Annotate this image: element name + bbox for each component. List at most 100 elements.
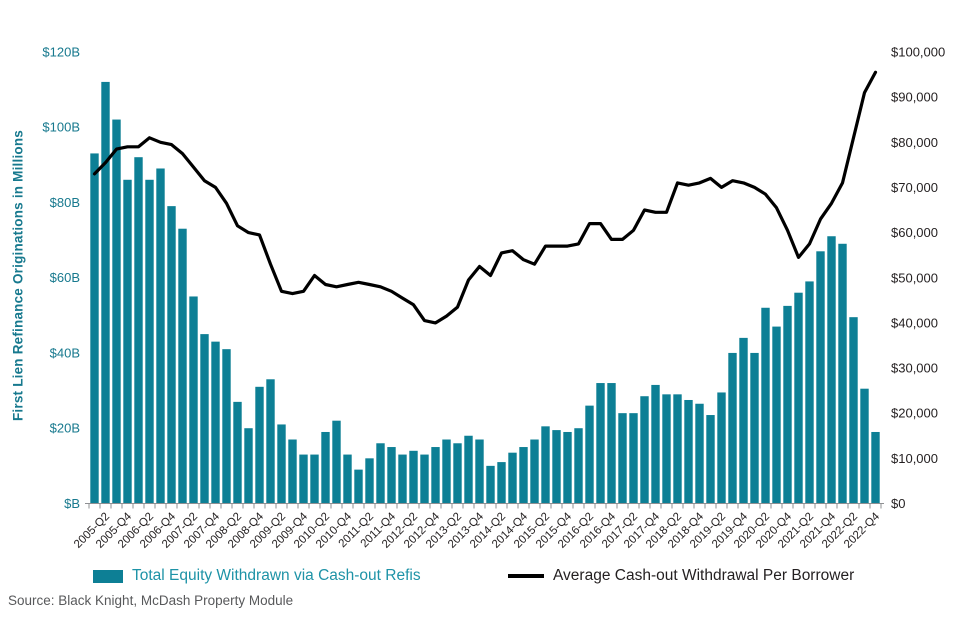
left-axis-tick-label: $40B	[50, 345, 80, 360]
bar-2005-Q4	[123, 179, 132, 504]
bar-2018-Q3	[684, 399, 693, 504]
bar-2016-Q4	[607, 383, 616, 504]
bar-2022-Q2	[849, 317, 858, 504]
bar-2021-Q3	[816, 251, 825, 504]
bar-2015-Q4	[563, 431, 572, 504]
bar-2014-Q3	[508, 452, 517, 504]
bar-2015-Q2	[541, 426, 550, 504]
bar-2005-Q1	[90, 153, 99, 504]
bar-2017-Q3	[640, 396, 649, 504]
bar-2011-Q3	[376, 443, 385, 504]
right-axis-tick-label: $0	[891, 496, 905, 511]
bar-2008-Q2	[233, 401, 242, 504]
bar-2010-Q1	[310, 454, 319, 504]
bar-2011-Q4	[387, 447, 396, 504]
legend-bar-label: Total Equity Withdrawn via Cash-out Refi…	[132, 567, 421, 584]
legend-item-line: Average Cash-out Withdrawal Per Borrower	[508, 564, 854, 588]
left-axis-tick-label: $60B	[50, 270, 80, 285]
bar-2012-Q2	[409, 450, 418, 504]
bar-2010-Q3	[332, 420, 341, 504]
bar-2010-Q2	[321, 431, 330, 504]
bar-2016-Q2	[585, 405, 594, 504]
bar-2012-Q4	[431, 447, 440, 504]
left-axis-title: First Lien Refinance Originations in Mil…	[10, 129, 26, 422]
bar-2013-Q1	[442, 439, 451, 504]
bar-2010-Q4	[343, 454, 352, 504]
legend-line-label: Average Cash-out Withdrawal Per Borrower	[553, 567, 855, 584]
right-axis-tick-label: $70,000	[891, 180, 938, 195]
bar-2011-Q1	[354, 469, 363, 504]
bar-2006-Q2	[145, 179, 154, 504]
bar-2021-Q1	[794, 292, 803, 504]
left-axis-tick-label: $B	[64, 496, 80, 511]
combo-chart-canvas: $B $20B $40B $60B $80B $100B $120B $0 $10,000 $20…	[42, 44, 945, 550]
bar-2007-Q4	[211, 341, 220, 504]
right-axis-tick-label: $80,000	[891, 135, 938, 150]
bar-2017-Q2	[629, 413, 638, 504]
bar-2022-Q3	[860, 388, 869, 504]
legend-item-bars: Total Equity Withdrawn via Cash-out Refi…	[93, 564, 421, 588]
bar-2007-Q3	[200, 334, 209, 504]
left-axis-tick-label: $100B	[42, 120, 80, 135]
bar-2018-Q4	[695, 403, 704, 504]
bar-2019-Q4	[739, 337, 748, 504]
bar-2015-Q3	[552, 430, 561, 504]
bar-2020-Q3	[772, 326, 781, 504]
bar-2016-Q1	[574, 428, 583, 504]
bar-2022-Q1	[838, 243, 847, 504]
bar-2020-Q1	[750, 352, 759, 504]
bar-2014-Q1	[486, 465, 495, 504]
bar-2022-Q4	[871, 431, 880, 504]
bar-2011-Q2	[365, 458, 374, 504]
right-axis-tick-label: $10,000	[891, 451, 938, 466]
average-cashout-line	[92, 70, 878, 325]
bar-2014-Q4	[519, 447, 528, 504]
bar-2006-Q4	[167, 206, 176, 504]
bar-2017-Q1	[618, 413, 627, 504]
bar-2012-Q3	[420, 454, 429, 504]
bar-2009-Q4	[299, 454, 308, 504]
left-axis-tick-label: $80B	[50, 195, 80, 210]
bar-2019-Q1	[706, 415, 715, 504]
bar-2019-Q2	[717, 392, 726, 504]
bar-2006-Q1	[134, 157, 143, 504]
bar-2015-Q1	[530, 439, 539, 504]
bar-2013-Q3	[464, 435, 473, 504]
right-axis-tick-label: $50,000	[891, 270, 938, 285]
bar-2018-Q2	[673, 394, 682, 504]
bar-2021-Q2	[805, 281, 814, 504]
bar-2009-Q3	[288, 439, 297, 504]
source-note: Source: Black Knight, McDash Property Mo…	[8, 593, 294, 608]
bar-2012-Q1	[398, 454, 407, 504]
right-axis-tick-label: $60,000	[891, 225, 938, 240]
right-axis-tick-label: $90,000	[891, 90, 938, 105]
bar-2007-Q1	[178, 228, 187, 504]
bar-2007-Q2	[189, 296, 198, 504]
left-axis-tick-label: $20B	[50, 421, 80, 436]
bar-2021-Q4	[827, 236, 836, 504]
bar-2005-Q2	[101, 81, 110, 504]
bar-2009-Q2	[277, 424, 286, 504]
bar-2020-Q2	[761, 307, 770, 504]
bar-2005-Q3	[112, 119, 121, 504]
bar-2008-Q3	[244, 428, 253, 504]
bar-2016-Q3	[596, 383, 605, 504]
right-axis-tick-label: $40,000	[891, 315, 938, 330]
bar-2019-Q3	[728, 352, 737, 504]
left-axis-tick-label: $120B	[42, 44, 80, 59]
bar-2008-Q4	[255, 386, 264, 504]
bar-2020-Q4	[783, 305, 792, 504]
bar-2008-Q1	[222, 349, 231, 504]
bar-2013-Q4	[475, 439, 484, 504]
bar-2006-Q3	[156, 168, 165, 504]
legend-line-swatch-icon	[508, 574, 544, 578]
bar-2018-Q1	[662, 394, 671, 504]
bar-2013-Q2	[453, 443, 462, 504]
right-axis-tick-label: $20,000	[891, 406, 938, 421]
bar-2017-Q4	[651, 384, 660, 504]
right-axis-tick-label: $30,000	[891, 361, 938, 376]
bar-2009-Q1	[266, 379, 275, 504]
right-axis-tick-label: $100,000	[891, 45, 945, 60]
legend-bar-swatch-icon	[93, 569, 123, 583]
